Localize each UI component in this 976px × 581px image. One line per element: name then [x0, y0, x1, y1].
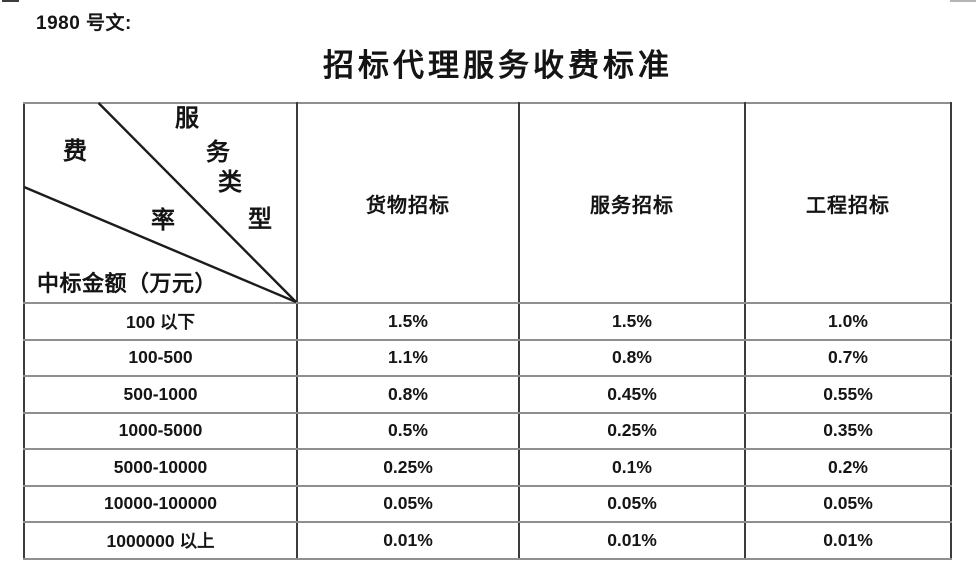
corner-service-type-char: 务	[206, 140, 230, 166]
fee-cell: 1.5%	[296, 302, 520, 341]
fee-cell: 0.01%	[744, 521, 952, 560]
fee-cell: 0.7%	[744, 338, 952, 377]
diagonal-header-cell: 服 费 务 类 率 型 中标金额（万元）	[23, 102, 298, 304]
fee-cell: 0.05%	[744, 484, 952, 523]
diagonal-split-lines	[23, 102, 297, 304]
fee-cell: 0.5%	[296, 411, 520, 450]
page-title: 招标代理服务收费标准	[323, 48, 673, 83]
corner-amount-label: 中标金额（万元）	[37, 271, 218, 296]
table-row: 1000000 以上 0.01% 0.01% 0.01%	[23, 521, 952, 560]
fee-cell: 0.25%	[518, 411, 746, 450]
row-label: 100-500	[23, 338, 298, 377]
fee-cell: 0.01%	[518, 521, 746, 560]
row-label: 10000-100000	[23, 484, 298, 523]
top-right-edge-mark	[950, 0, 976, 2]
fee-table: 服 费 务 类 率 型 中标金额（万元） 货物招标 服务招标 工程招标 100 …	[23, 102, 952, 560]
fee-cell: 0.05%	[518, 484, 746, 523]
row-label: 1000000 以上	[23, 521, 298, 560]
column-header-engineering: 工程招标	[744, 102, 952, 304]
fee-cell: 0.35%	[744, 411, 952, 450]
top-left-edge-mark	[2, 0, 19, 2]
fee-cell: 0.8%	[518, 338, 746, 377]
table-row: 10000-100000 0.05% 0.05% 0.05%	[23, 484, 952, 523]
fee-cell: 0.8%	[296, 375, 520, 414]
fee-cell: 0.05%	[296, 484, 520, 523]
corner-service-type-char: 类	[218, 170, 242, 196]
row-label: 5000-10000	[23, 448, 298, 487]
doc-number: 1980 号文:	[36, 13, 132, 34]
fee-cell: 1.5%	[518, 302, 746, 341]
column-header-goods: 货物招标	[296, 102, 520, 304]
corner-fee-rate-char: 费	[63, 139, 87, 165]
row-label: 100 以下	[23, 302, 298, 341]
fee-cell: 0.45%	[518, 375, 746, 414]
fee-cell: 0.25%	[296, 448, 520, 487]
fee-cell: 0.1%	[518, 448, 746, 487]
table-row: 1000-5000 0.5% 0.25% 0.35%	[23, 411, 952, 450]
fee-cell: 1.1%	[296, 338, 520, 377]
column-header-service: 服务招标	[518, 102, 746, 304]
corner-service-type-char: 服	[175, 106, 199, 132]
table-row: 100 以下 1.5% 1.5% 1.0%	[23, 302, 952, 341]
table-row: 500-1000 0.8% 0.45% 0.55%	[23, 375, 952, 414]
table-row: 100-500 1.1% 0.8% 0.7%	[23, 338, 952, 377]
fee-cell: 0.55%	[744, 375, 952, 414]
corner-fee-rate-char: 率	[151, 208, 175, 234]
fee-cell: 0.2%	[744, 448, 952, 487]
row-label: 1000-5000	[23, 411, 298, 450]
corner-service-type-char: 型	[248, 207, 272, 233]
table-row: 5000-10000 0.25% 0.1% 0.2%	[23, 448, 952, 487]
fee-cell: 0.01%	[296, 521, 520, 560]
row-label: 500-1000	[23, 375, 298, 414]
fee-cell: 1.0%	[744, 302, 952, 341]
